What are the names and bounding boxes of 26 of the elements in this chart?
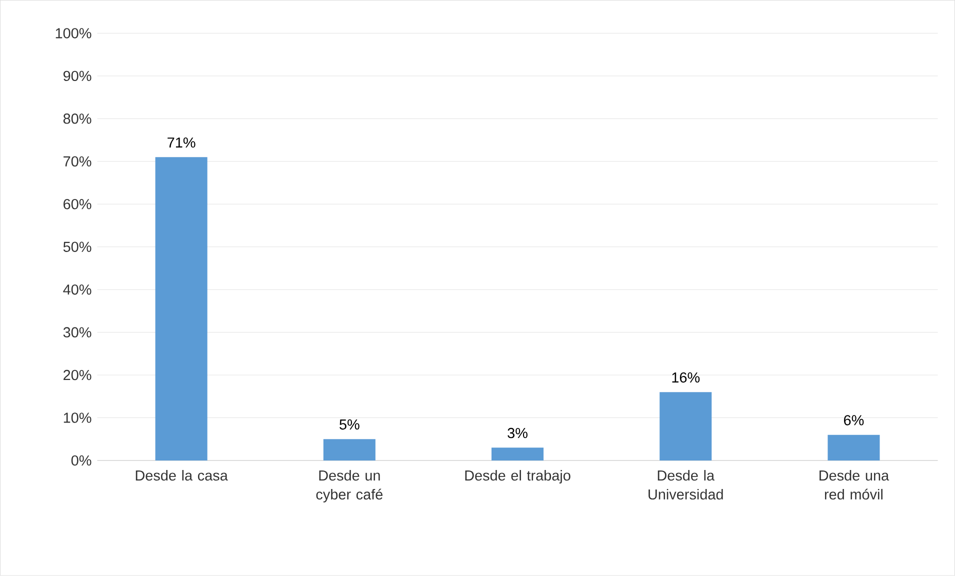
x-tick-label: Desde la casa xyxy=(136,470,228,481)
y-tick-label: 20% xyxy=(64,370,92,380)
y-tick-label: 70% xyxy=(64,156,92,167)
y-tick-label: 100% xyxy=(56,28,92,38)
x-tick-label: Desde un cyber café xyxy=(316,470,383,503)
data-label: 3% xyxy=(508,428,528,438)
y-tick-label: 60% xyxy=(64,199,92,210)
bar xyxy=(155,157,208,461)
y-tick-label: 40% xyxy=(63,284,92,295)
y-tick-label: 90% xyxy=(63,70,92,82)
data-label: 5% xyxy=(340,420,360,430)
bar xyxy=(828,434,880,461)
data-label: 71% xyxy=(168,138,196,148)
y-tick-label: 50% xyxy=(63,242,92,252)
y-tick-label: 80% xyxy=(63,114,92,124)
data-label: 16% xyxy=(672,372,700,383)
x-tick-label: Desde la Universidad xyxy=(648,470,723,500)
y-tick-label: 30% xyxy=(63,327,92,338)
y-tick-label: 0% xyxy=(71,455,92,466)
data-label: 6% xyxy=(844,415,864,426)
x-tick-label: Desde una red móvil xyxy=(820,470,890,500)
bar xyxy=(660,392,712,461)
bar xyxy=(492,448,544,461)
bar xyxy=(323,439,376,461)
y-tick-label: 10% xyxy=(64,412,92,423)
x-tick-label: Desde el trabajo xyxy=(465,470,570,484)
